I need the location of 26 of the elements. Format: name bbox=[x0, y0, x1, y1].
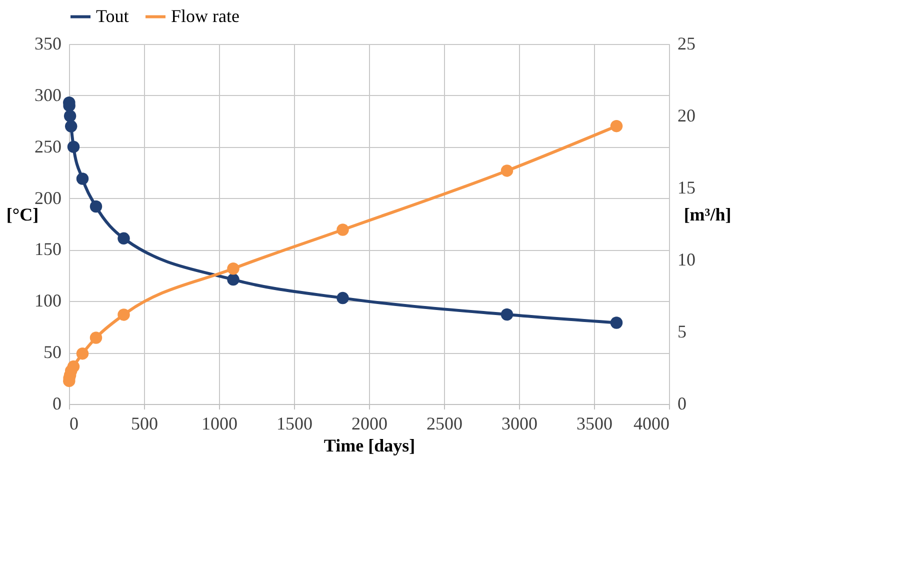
y2-tick-label: 5 bbox=[678, 322, 686, 342]
y2-tick-label: 25 bbox=[678, 34, 696, 54]
y-tick-label: 50 bbox=[44, 342, 62, 362]
y-tick-label: 250 bbox=[34, 136, 62, 156]
x-tick-label: 4000 bbox=[634, 414, 670, 434]
legend-label: Flow rate bbox=[171, 6, 240, 26]
x-tick-label: 500 bbox=[131, 414, 158, 434]
y2-tick-label: 15 bbox=[678, 178, 696, 198]
x-tick-label: 1000 bbox=[202, 414, 238, 434]
x-tick-label: 1500 bbox=[276, 414, 312, 434]
y-tick-label: 150 bbox=[34, 239, 62, 260]
y2-tick-label: 0 bbox=[678, 394, 686, 414]
y-tick-label: 100 bbox=[34, 290, 62, 311]
y2-tick-label: 10 bbox=[678, 250, 696, 270]
x-tick-label: 2000 bbox=[352, 414, 388, 434]
legend-label: Tout bbox=[96, 6, 129, 26]
y-tick-label: 350 bbox=[34, 34, 62, 54]
x-tick-label: 3500 bbox=[576, 414, 612, 434]
y2-axis-title: [m³/h] bbox=[684, 204, 732, 224]
x-tick-label: 3000 bbox=[502, 414, 538, 434]
x-tick-label: 2500 bbox=[426, 414, 462, 434]
x-tick-label: 0 bbox=[70, 414, 78, 434]
x-axis-title: Time [days] bbox=[324, 436, 416, 456]
y-tick-label: 300 bbox=[34, 84, 62, 105]
y-tick-label: 0 bbox=[52, 394, 62, 414]
y2-tick-label: 20 bbox=[678, 106, 696, 126]
